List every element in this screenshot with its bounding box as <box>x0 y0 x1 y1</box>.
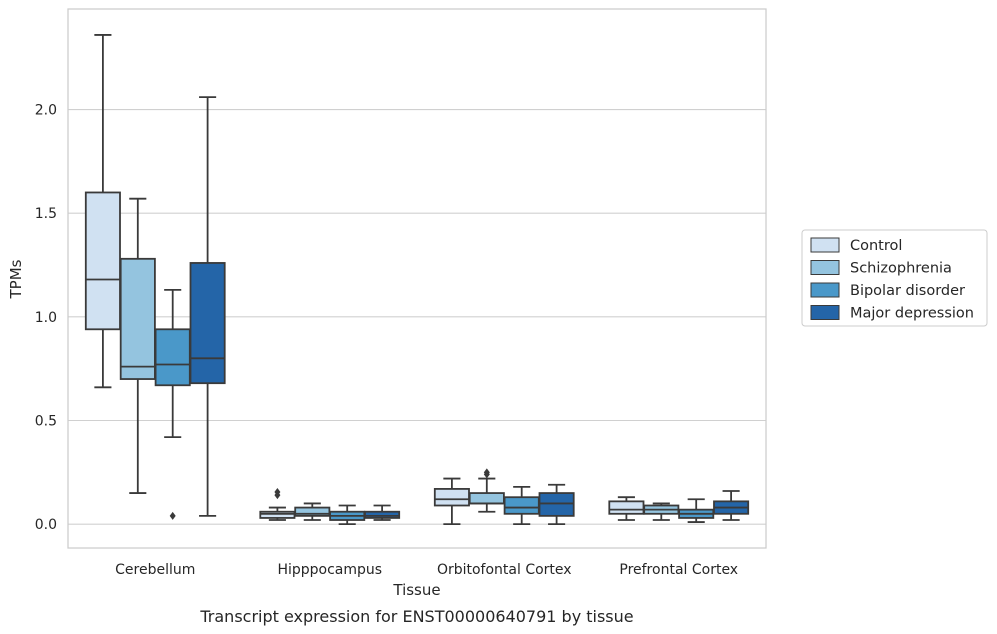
outlier-point <box>274 488 281 497</box>
y-tick-label: 0.0 <box>35 517 57 533</box>
box-1-3 <box>364 504 401 521</box>
box-body <box>503 496 540 515</box>
grid-lines <box>68 108 766 525</box>
box-1-1 <box>294 502 331 521</box>
box-body <box>259 510 296 519</box>
legend-swatch <box>810 282 840 298</box>
legend-item: Bipolar disorder <box>810 282 965 299</box>
legend-item: Control <box>810 237 902 254</box>
y-tick-label: 0.5 <box>35 414 57 430</box>
legend-label: Schizophrenia <box>850 261 952 277</box>
outlier-point <box>483 468 490 477</box>
legend-item: Schizophrenia <box>810 260 952 277</box>
box-2-1 <box>468 468 505 513</box>
legend-item: Major depression <box>810 305 974 322</box>
x-tick-label: Cerebellum <box>115 562 195 578</box>
box-0-1 <box>119 197 156 494</box>
box-body <box>364 510 401 519</box>
outlier-point <box>169 511 176 520</box>
chart-caption: Transcript expression for ENST0000064079… <box>199 607 633 626</box>
y-axis-label: TPMs <box>7 259 25 299</box>
legend-swatch <box>810 260 840 275</box>
box-body <box>538 492 575 517</box>
box-1-0 <box>259 488 296 521</box>
legend: Control Schizophrenia Bipolar disorder Majo… <box>801 229 988 327</box>
legend-label: Bipolar disorder <box>850 283 965 299</box>
box-plots <box>84 34 750 526</box>
box-2-0 <box>433 477 470 526</box>
x-tick-label: Hipppocampus <box>277 562 382 578</box>
x-tick-label: Prefrontal Cortex <box>619 562 738 578</box>
y-tick-label: 2.0 <box>35 103 57 119</box>
box-0-0 <box>84 34 121 389</box>
box-3-1 <box>643 502 680 521</box>
box-2-2 <box>503 485 540 526</box>
box-body <box>154 328 191 387</box>
box-2-3 <box>538 483 575 526</box>
box-0-2 <box>154 289 191 520</box>
y-axis-ticks: 0.0 0.5 1.0 1.5 2.0 <box>35 103 57 534</box>
legend-label: Control <box>850 238 902 254</box>
box-1-2 <box>329 504 366 526</box>
box-3-0 <box>608 496 645 521</box>
legend-swatch <box>810 237 840 253</box>
box-body <box>608 500 645 515</box>
box-body <box>84 191 121 331</box>
box-body <box>189 262 226 385</box>
x-axis-ticks: Cerebellum Hipppocampus Orbitofontal Corte… <box>115 562 738 578</box>
box-body <box>468 492 505 505</box>
x-axis-label: Tissue <box>392 581 440 599</box>
box-3-3 <box>713 490 750 521</box>
box-3-2 <box>678 498 715 523</box>
plot-area-frame <box>67 8 767 549</box>
legend-frame <box>801 229 988 327</box>
box-body <box>119 257 156 380</box>
y-tick-label: 1.0 <box>35 310 57 326</box>
y-tick-label: 1.5 <box>35 206 57 222</box>
box-0-3 <box>189 96 226 517</box>
x-tick-label: Orbitofontal Cortex <box>437 562 572 578</box>
legend-swatch <box>810 305 840 320</box>
box-body <box>433 488 470 507</box>
legend-label: Major depression <box>850 306 974 322</box>
